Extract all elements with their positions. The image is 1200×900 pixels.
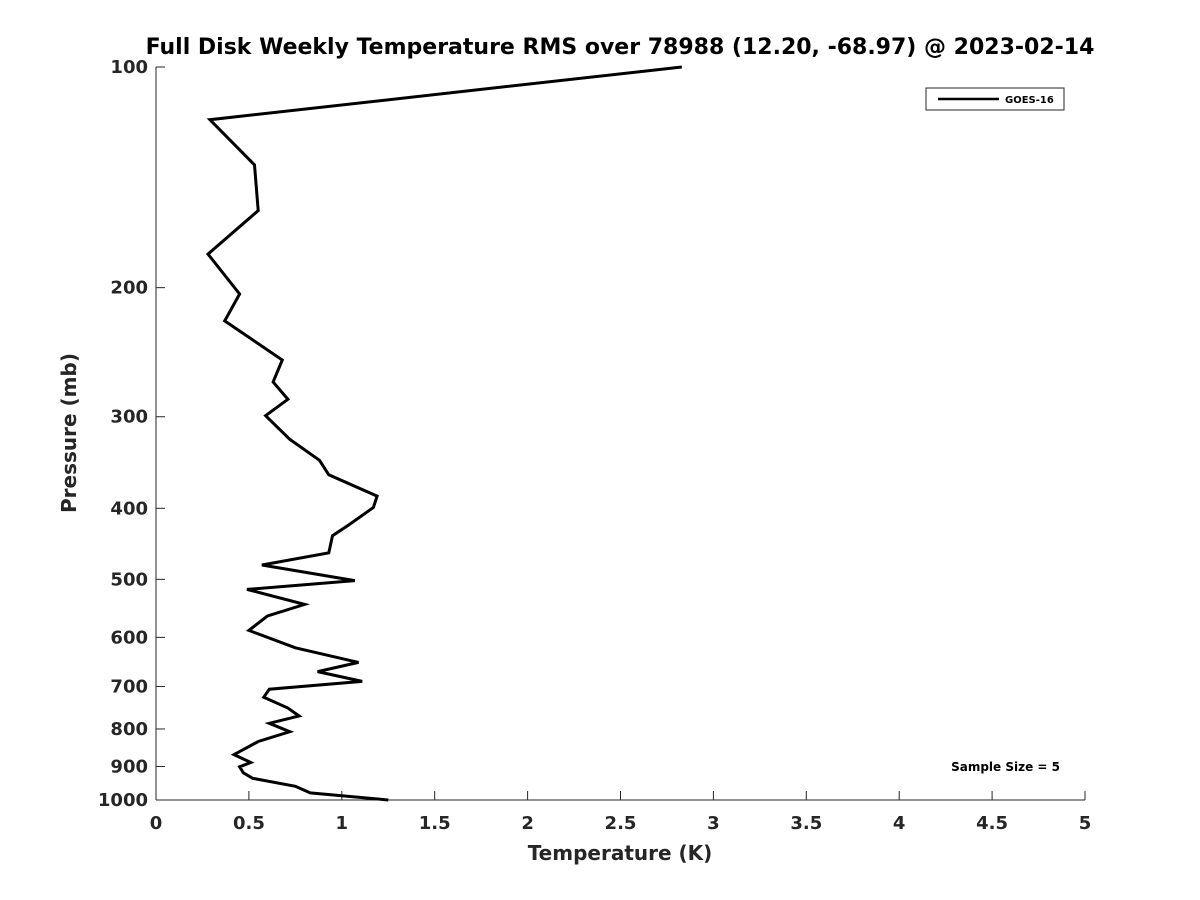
x-tick-label: 2	[521, 813, 534, 834]
x-tick-label: 1	[336, 813, 349, 834]
y-axis-ticks: 100 200 300 400 500 600 700 800 900 1000	[98, 57, 165, 811]
y-tick-label: 1000	[98, 790, 148, 811]
x-tick-label: 3.5	[790, 813, 822, 834]
x-axis-label: Temperature (K)	[528, 841, 713, 865]
series-line-goes-16	[205, 65, 682, 802]
x-tick-label: 4	[893, 813, 906, 834]
y-tick-label: 600	[110, 627, 148, 648]
x-tick-label: 2.5	[605, 813, 637, 834]
x-tick-label: 5	[1079, 813, 1092, 834]
x-tick-label: 4.5	[976, 813, 1008, 834]
y-axis-label: Pressure (mb)	[57, 353, 81, 513]
y-tick-label: 300	[110, 407, 148, 428]
sample-size-annotation: Sample Size = 5	[951, 760, 1060, 774]
y-tick-label: 400	[110, 498, 148, 519]
x-tick-label: 1.5	[419, 813, 451, 834]
y-tick-label: 500	[110, 569, 148, 590]
series-layer	[205, 65, 682, 802]
legend: GOES-16	[925, 87, 1065, 111]
y-tick-label: 900	[110, 756, 148, 777]
chart-title: Full Disk Weekly Temperature RMS over 78…	[146, 35, 1095, 60]
x-axis-ticks: 0 0.5 1 1.5 2 2.5 3 3.5 4 4.5 5	[150, 791, 1092, 834]
x-tick-label: 0.5	[233, 813, 265, 834]
y-tick-label: 700	[110, 676, 148, 697]
y-tick-label: 200	[110, 278, 148, 299]
y-tick-label: 800	[110, 719, 148, 740]
y-tick-label: 100	[110, 57, 148, 78]
x-tick-label: 0	[150, 813, 163, 834]
x-tick-label: 3	[707, 813, 720, 834]
legend-entry-goes-16: GOES-16	[1005, 95, 1054, 106]
